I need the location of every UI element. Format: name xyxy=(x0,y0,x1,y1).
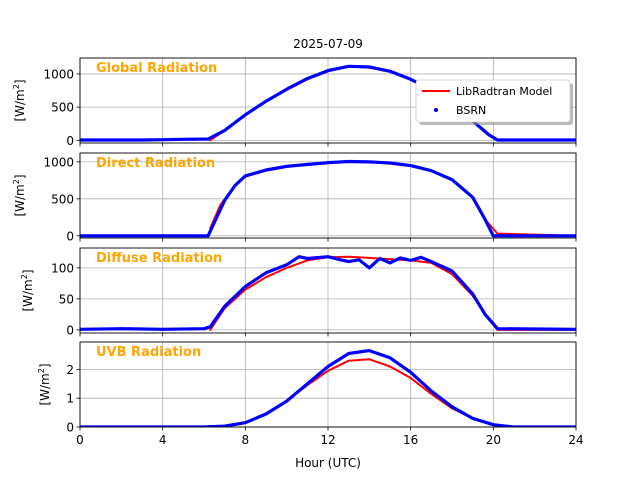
panel-label: Direct Radiation xyxy=(96,156,215,171)
series-group xyxy=(80,349,576,427)
y-tick-label: 100 xyxy=(51,261,74,275)
y-axis-label: [W/m2] xyxy=(20,269,35,311)
series-group xyxy=(80,255,576,331)
y-tick-label: 0 xyxy=(66,323,74,337)
y-tick-label: 0 xyxy=(66,229,74,243)
y-tick-label: 50 xyxy=(59,292,74,306)
legend: LibRadtran Model BSRN xyxy=(415,79,573,125)
legend-entry-label: BSRN xyxy=(456,104,486,117)
x-axis-label: Hour (UTC) xyxy=(295,456,361,470)
y-tick-label: 1 xyxy=(66,392,74,406)
panel-label: Global Radiation xyxy=(96,61,217,76)
y-axis-label: [W/m2] xyxy=(12,79,27,121)
y-tick-label: 0 xyxy=(66,421,74,435)
series-bsrn-line xyxy=(80,349,576,427)
legend-dot-swatch xyxy=(434,108,438,112)
y-tick-label: 1000 xyxy=(43,67,74,81)
figure-title: 2025-07-09 xyxy=(293,37,363,51)
y-tick-label: 500 xyxy=(51,101,74,115)
legend-box xyxy=(415,79,571,123)
x-tick-label: 20 xyxy=(486,433,501,447)
y-tick-label: 2 xyxy=(66,363,74,377)
x-tick-label: 12 xyxy=(320,433,335,447)
x-tick-label: 8 xyxy=(242,433,250,447)
x-tick-label: 24 xyxy=(568,433,583,447)
y-tick-label: 0 xyxy=(66,134,74,148)
x-tick-label: 0 xyxy=(76,433,84,447)
panel-label: Diffuse Radiation xyxy=(96,251,222,266)
y-tick-label: 1000 xyxy=(43,155,74,169)
y-axis-label: [W/m2] xyxy=(37,363,52,405)
series-bsrn-line xyxy=(80,159,576,238)
x-tick-label: 4 xyxy=(159,433,167,447)
panel-label: UVB Radiation xyxy=(96,345,201,360)
x-tick-label: 16 xyxy=(403,433,418,447)
series-bsrn-line xyxy=(80,255,576,331)
panel-2: 0 500 1000 Direct Radiation [W/m2] xyxy=(12,152,577,243)
y-tick-label: 500 xyxy=(51,192,74,206)
y-axis-label: [W/m2] xyxy=(12,174,27,216)
series-group xyxy=(80,159,576,238)
legend-entry-label: LibRadtran Model xyxy=(456,85,552,98)
panel-3: 0 50 100 Diffuse Radiation [W/m2] xyxy=(20,247,577,337)
